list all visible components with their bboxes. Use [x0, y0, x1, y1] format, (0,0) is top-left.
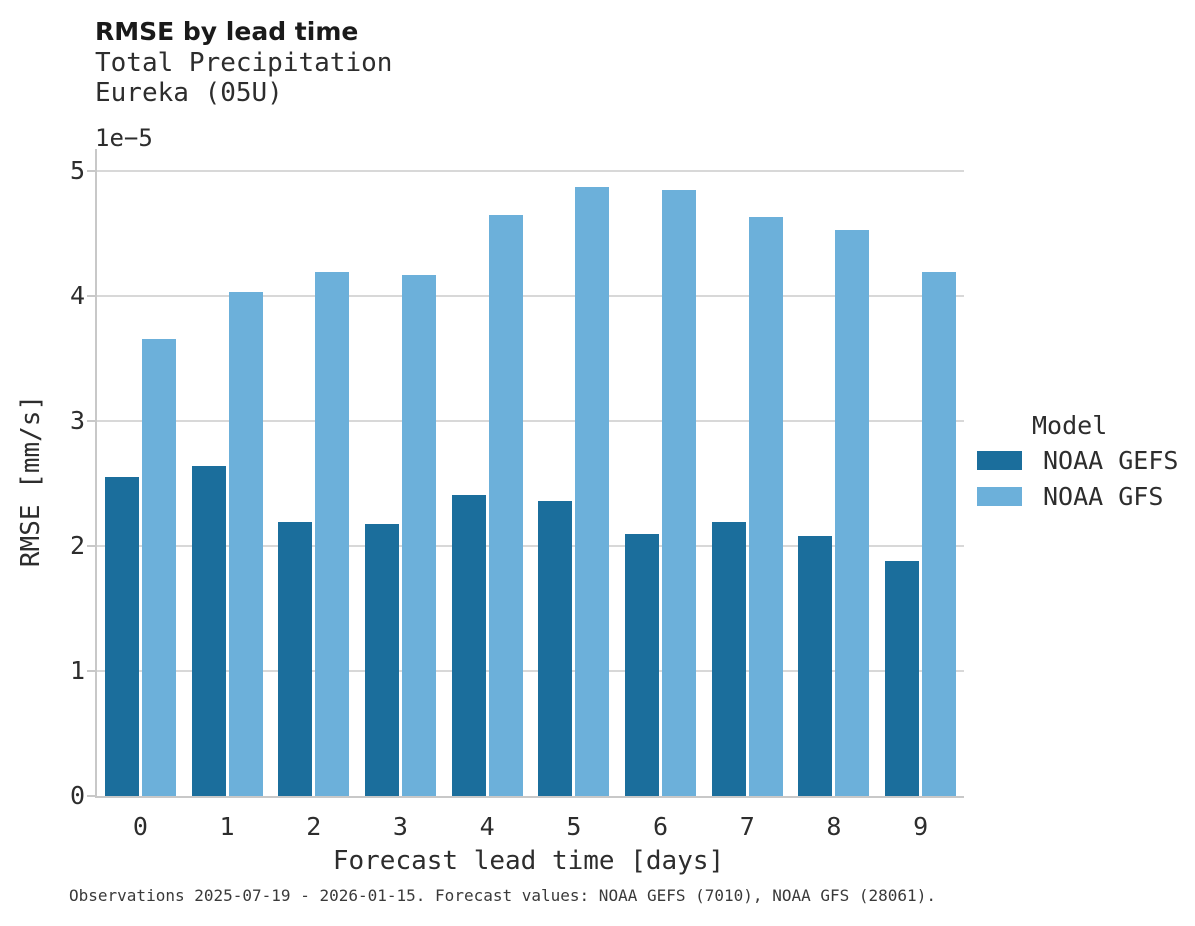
y-offset-label: 1e−5 — [95, 124, 153, 152]
y-tick-label-4: 4 — [69, 281, 85, 310]
bar-noaa-gefs-day9 — [885, 561, 920, 796]
bar-noaa-gfs-day0 — [141, 338, 176, 796]
x-tick-label-2: 2 — [306, 812, 322, 841]
y-tick-mark-5 — [87, 170, 97, 172]
bar-noaa-gefs-day7 — [711, 522, 746, 796]
gridline-y4 — [97, 295, 964, 297]
bar-noaa-gefs-day3 — [364, 523, 399, 796]
bar-noaa-gefs-day0 — [104, 477, 139, 796]
bar-noaa-gfs-day3 — [401, 274, 436, 796]
y-tick-mark-3 — [87, 420, 97, 422]
legend-label-1: NOAA GFS — [1043, 481, 1164, 511]
plot-area: 0 1 2 3 4 5 0 1 2 3 4 5 6 7 8 9 — [70, 149, 964, 841]
chart-subtitle-line2: Eureka (05U) — [95, 78, 283, 108]
bar-noaa-gefs-day4 — [451, 494, 486, 796]
y-tick-label-3: 3 — [69, 406, 85, 435]
caption: Observations 2025-07-19 - 2026-01-15. Fo… — [69, 886, 936, 905]
gridline-y2 — [97, 545, 964, 547]
bar-noaa-gfs-day9 — [922, 272, 957, 796]
gridline-y1 — [97, 670, 964, 672]
bar-noaa-gfs-day8 — [835, 229, 870, 796]
y-tick-mark-4 — [87, 295, 97, 297]
x-tick-label-0: 0 — [132, 812, 148, 841]
legend-entry-1: NOAA GFS — [977, 478, 1192, 514]
x-tick-label-9: 9 — [913, 812, 929, 841]
x-tick-label-3: 3 — [392, 812, 408, 841]
gridline-y5 — [97, 170, 964, 172]
x-tick-label-8: 8 — [826, 812, 842, 841]
bar-noaa-gefs-day8 — [798, 536, 833, 796]
bar-noaa-gfs-day1 — [228, 292, 263, 796]
legend: Model NOAA GEFS NOAA GFS — [977, 410, 1192, 514]
bar-noaa-gefs-day1 — [191, 466, 226, 796]
x-tick-label-4: 4 — [479, 812, 495, 841]
legend-swatch-1 — [977, 486, 1022, 506]
gridline-y3 — [97, 420, 964, 422]
y-tick-label-5: 5 — [69, 156, 85, 185]
legend-entry-0: NOAA GEFS — [977, 442, 1192, 478]
legend-title: Model — [1032, 411, 1108, 440]
bar-noaa-gefs-day2 — [278, 522, 313, 796]
y-tick-mark-0 — [87, 795, 97, 797]
y-tick-label-2: 2 — [69, 531, 85, 560]
bar-noaa-gfs-day4 — [488, 214, 523, 796]
y-tick-label-1: 1 — [69, 656, 85, 685]
x-tick-label-6: 6 — [653, 812, 669, 841]
x-tick-label-1: 1 — [219, 812, 235, 841]
bar-noaa-gfs-day5 — [575, 187, 610, 796]
y-tick-mark-1 — [87, 670, 97, 672]
chart-subtitle-line1: Total Precipitation — [95, 48, 393, 78]
bar-noaa-gefs-day6 — [625, 533, 660, 796]
legend-entries: NOAA GEFS NOAA GFS — [977, 442, 1192, 514]
x-tick-label-7: 7 — [739, 812, 755, 841]
bar-noaa-gefs-day5 — [538, 501, 573, 796]
bar-noaa-gfs-day2 — [315, 272, 350, 796]
y-tick-mark-2 — [87, 545, 97, 547]
chart-title: RMSE by lead time — [95, 17, 359, 46]
legend-label-0: NOAA GEFS — [1043, 445, 1179, 475]
x-tick-label-5: 5 — [566, 812, 582, 841]
x-axis-label: Forecast lead time [days] — [332, 846, 725, 876]
bar-noaa-gfs-day7 — [748, 217, 783, 796]
y-tick-label-0: 0 — [69, 781, 85, 810]
bar-noaa-gfs-day6 — [662, 189, 697, 796]
legend-swatch-0 — [977, 450, 1022, 470]
